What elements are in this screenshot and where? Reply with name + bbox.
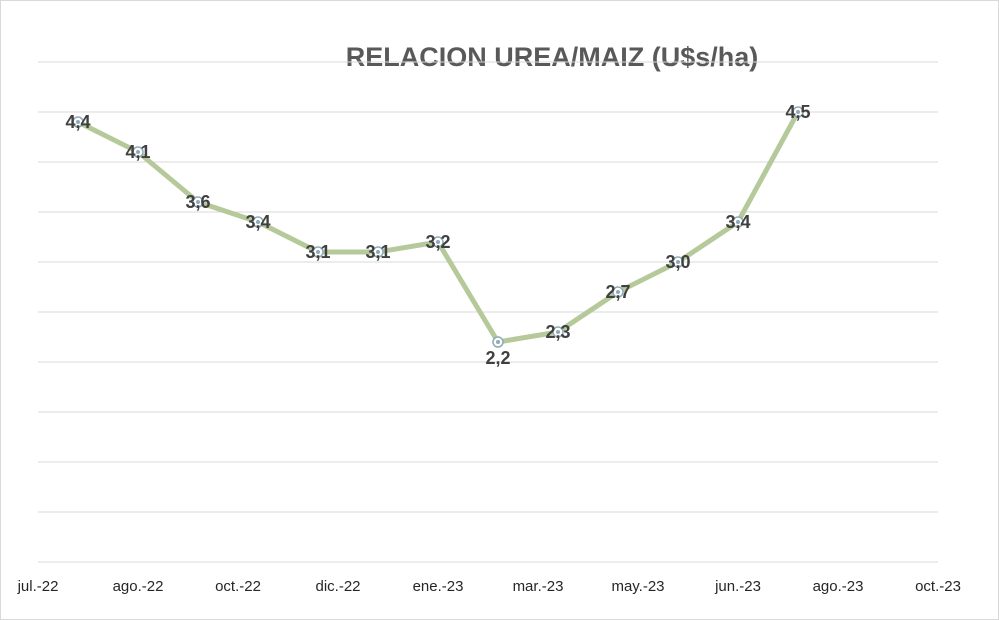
data-label: 3,2 bbox=[425, 232, 450, 252]
data-point-marker bbox=[252, 216, 264, 228]
data-label: 3,6 bbox=[185, 192, 210, 212]
x-tick-label: jul.-22 bbox=[17, 578, 59, 595]
x-tick-label: ago.-22 bbox=[113, 578, 164, 595]
data-label: 4,5 bbox=[785, 102, 810, 122]
data-label: 2,7 bbox=[605, 282, 630, 302]
data-point-marker bbox=[372, 246, 384, 258]
data-label: 3,1 bbox=[365, 242, 390, 262]
data-point-marker bbox=[732, 216, 744, 228]
data-point-marker bbox=[492, 336, 504, 348]
data-label: 3,0 bbox=[665, 252, 690, 272]
data-point-marker bbox=[552, 326, 564, 338]
data-label: 2,2 bbox=[485, 348, 510, 368]
marker-dot bbox=[256, 220, 260, 224]
marker-dot bbox=[136, 150, 140, 154]
data-label: 3,4 bbox=[725, 212, 750, 232]
marker-dot bbox=[556, 330, 560, 334]
marker-dot bbox=[436, 240, 440, 244]
chart-title: RELACION UREA/MAIZ (U$s/ha) bbox=[346, 42, 759, 72]
marker-dot bbox=[376, 250, 380, 254]
data-point-marker bbox=[312, 246, 324, 258]
marker-dot bbox=[316, 250, 320, 254]
series-line bbox=[75, 109, 801, 345]
x-axis-tick-labels: jul.-22 ago.-22 oct.-22 dic.-22 ene.-23 mar.-… bbox=[17, 578, 961, 595]
data-point-marker bbox=[132, 146, 144, 158]
x-tick-label: oct.-22 bbox=[215, 578, 261, 595]
marker-dot bbox=[736, 220, 740, 224]
marker-dot bbox=[796, 110, 800, 114]
gridlines bbox=[38, 61, 938, 563]
x-tick-label: ago.-23 bbox=[813, 578, 864, 595]
x-tick-label: may.-23 bbox=[611, 578, 664, 595]
data-point-marker bbox=[612, 286, 624, 298]
x-tick-label: ene.-23 bbox=[413, 578, 464, 595]
data-labels: 4,4 4,1 3,6 3,4 3,1 3,1 3,2 2,2 2,3 2,7 3,0 3,4 4,5 bbox=[65, 102, 810, 368]
series bbox=[72, 106, 804, 348]
x-tick-label: mar.-23 bbox=[513, 578, 564, 595]
data-point-marker bbox=[672, 256, 684, 268]
x-tick-label: oct.-23 bbox=[915, 578, 961, 595]
data-label: 4,4 bbox=[65, 112, 90, 132]
data-label: 3,4 bbox=[245, 212, 270, 232]
marker-dot bbox=[496, 340, 500, 344]
data-point-marker bbox=[792, 106, 804, 118]
data-label: 4,1 bbox=[125, 142, 150, 162]
data-label: 3,1 bbox=[305, 242, 330, 262]
data-label: 2,3 bbox=[545, 322, 570, 342]
marker-dot bbox=[76, 120, 80, 124]
x-tick-label: jun.-23 bbox=[714, 578, 761, 595]
x-tick-label: dic.-22 bbox=[315, 578, 360, 595]
data-point-marker bbox=[432, 236, 444, 248]
data-point-marker bbox=[192, 196, 204, 208]
data-point-marker bbox=[72, 116, 84, 128]
marker-dot bbox=[196, 200, 200, 204]
marker-dot bbox=[676, 260, 680, 264]
marker-dot bbox=[616, 290, 620, 294]
